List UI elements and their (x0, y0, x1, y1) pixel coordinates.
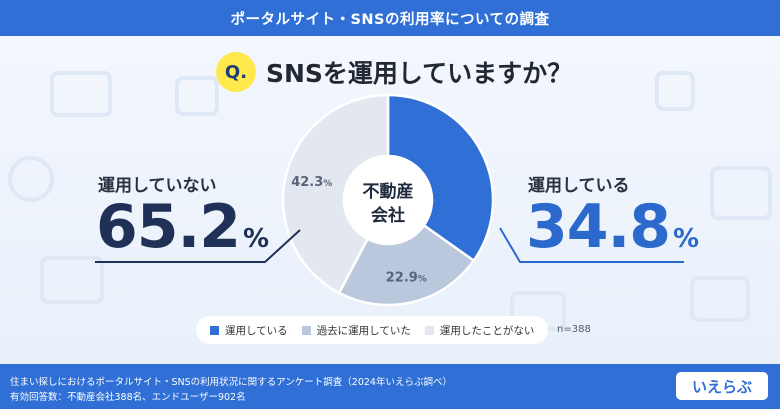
logo-text: いえらぶ (692, 378, 752, 396)
header-title: ポータルサイト・SNSの利用率についての調査 (230, 11, 550, 28)
left-stat-number: 65.2 (96, 192, 241, 262)
donut-hole (344, 156, 432, 244)
document-icon (40, 256, 104, 304)
right-stat-value: 34.8% (526, 197, 699, 257)
question-heading: Q. SNSを運用していますか？ (216, 52, 572, 92)
legend-swatch-0 (210, 325, 219, 335)
center-label-line1: 不動産 (363, 181, 414, 202)
camera-icon (690, 276, 750, 322)
legend-swatch-2 (424, 325, 434, 335)
right-stat-unit: % (673, 224, 700, 254)
globe-icon (8, 156, 54, 202)
right-leader-line (499, 227, 684, 263)
legend-item-2: 運用したことがない (424, 323, 535, 338)
ierabu-logo: いえらぶ (676, 372, 768, 400)
slice-data-label-2: 42.3% (291, 175, 332, 190)
legend-label-2: 運用したことがない (439, 324, 535, 337)
sample-size-note: n=388 (557, 324, 591, 335)
slice-data-label-1: 22.9% (386, 270, 427, 285)
left-stat-value: 65.2% (96, 197, 269, 257)
legend-item-0: 運用している (210, 323, 288, 338)
header-bar: ポータルサイト・SNSの利用率についての調査 (0, 0, 780, 36)
house-icon (175, 76, 219, 116)
footer-respondents: 有効回答数：不動産会社388名、エンドユーザー902名 (10, 392, 246, 403)
right-stat-number: 34.8 (526, 192, 671, 262)
home-icon (655, 71, 695, 111)
left-stat-label: 運用していない (98, 176, 217, 196)
footer-source: 住まい探しにおけるポータルサイト・SNSの利用状況に関するアンケート調査（202… (10, 377, 452, 388)
legend-swatch-1 (301, 325, 311, 335)
browser-window-icon (710, 166, 772, 220)
question-badge: Q. (216, 52, 256, 92)
legend-label-0: 運用している (225, 324, 288, 337)
right-stat-label: 運用している (528, 176, 630, 196)
center-label-line2: 会社 (371, 205, 405, 226)
camera-icon (50, 71, 112, 117)
left-stat-unit: % (243, 224, 270, 254)
legend-item-1: 過去に運用していた (301, 323, 411, 338)
question-text: SNSを運用していますか？ (266, 59, 573, 88)
left-leader-line (95, 229, 301, 263)
footer-bar: 住まい探しにおけるポータルサイト・SNSの利用状況に関するアンケート調査（202… (0, 364, 780, 409)
chart-legend: 運用している 過去に運用していた 運用したことがない (196, 316, 548, 344)
legend-label-1: 過去に運用していた (316, 324, 411, 337)
